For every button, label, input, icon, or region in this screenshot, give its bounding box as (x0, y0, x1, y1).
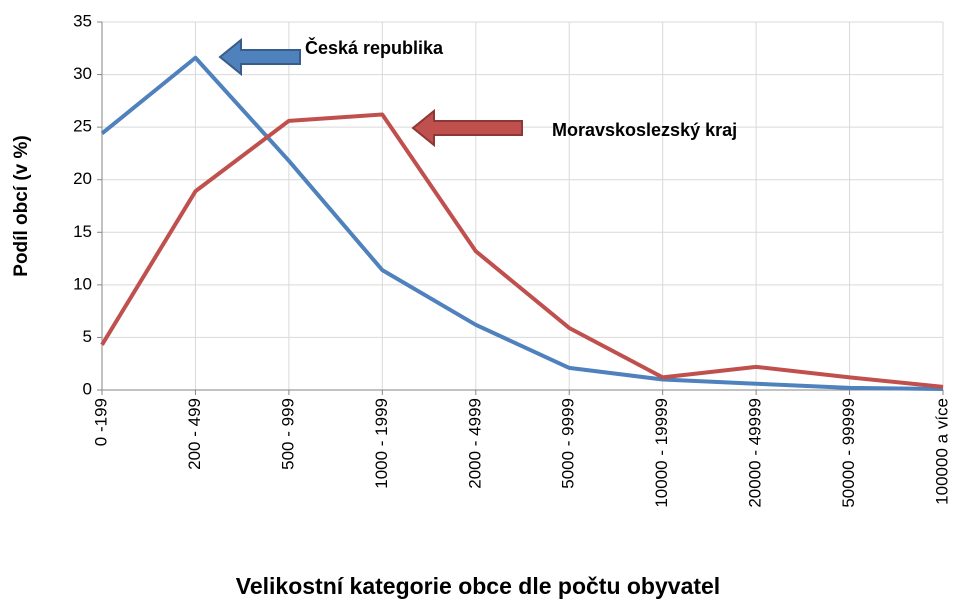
x-axis-label: Velikostní kategorie obce dle počtu obyv… (236, 573, 720, 599)
x-tick-label: 1000 - 1999 (372, 398, 391, 489)
x-tick-label: 10000 - 19999 (652, 398, 671, 508)
x-tick-label: 100000 a více (932, 398, 951, 505)
y-tick-label: 15 (73, 222, 92, 241)
x-tick-label: 2000 - 4999 (465, 398, 484, 489)
arrow (218, 37, 301, 77)
arrow (411, 108, 523, 148)
x-tick-label: 200 - 499 (185, 398, 204, 470)
y-axis-label: Podíl obcí (v %) (11, 135, 32, 276)
x-tick-label: 5000 - 9999 (559, 398, 578, 489)
x-tick-label: 500 - 999 (278, 398, 297, 470)
legend-label: Česká republika (305, 37, 444, 58)
series-line (100, 112, 944, 389)
y-tick-label: 5 (83, 327, 92, 346)
y-tick-label: 0 (83, 379, 92, 398)
y-tick-label: 25 (73, 117, 92, 136)
series-line (100, 55, 944, 391)
y-tick-label: 35 (73, 11, 92, 30)
y-tick-label: 10 (73, 274, 92, 293)
x-tick-label: 50000 - 99999 (839, 398, 858, 508)
x-tick-label: 0 -199 (91, 398, 110, 446)
x-tick-label: 20000 - 49999 (746, 398, 765, 508)
y-tick-label: 20 (73, 169, 92, 188)
y-tick-label: 30 (73, 64, 92, 83)
legend-label: Moravskoslezský kraj (552, 120, 737, 140)
